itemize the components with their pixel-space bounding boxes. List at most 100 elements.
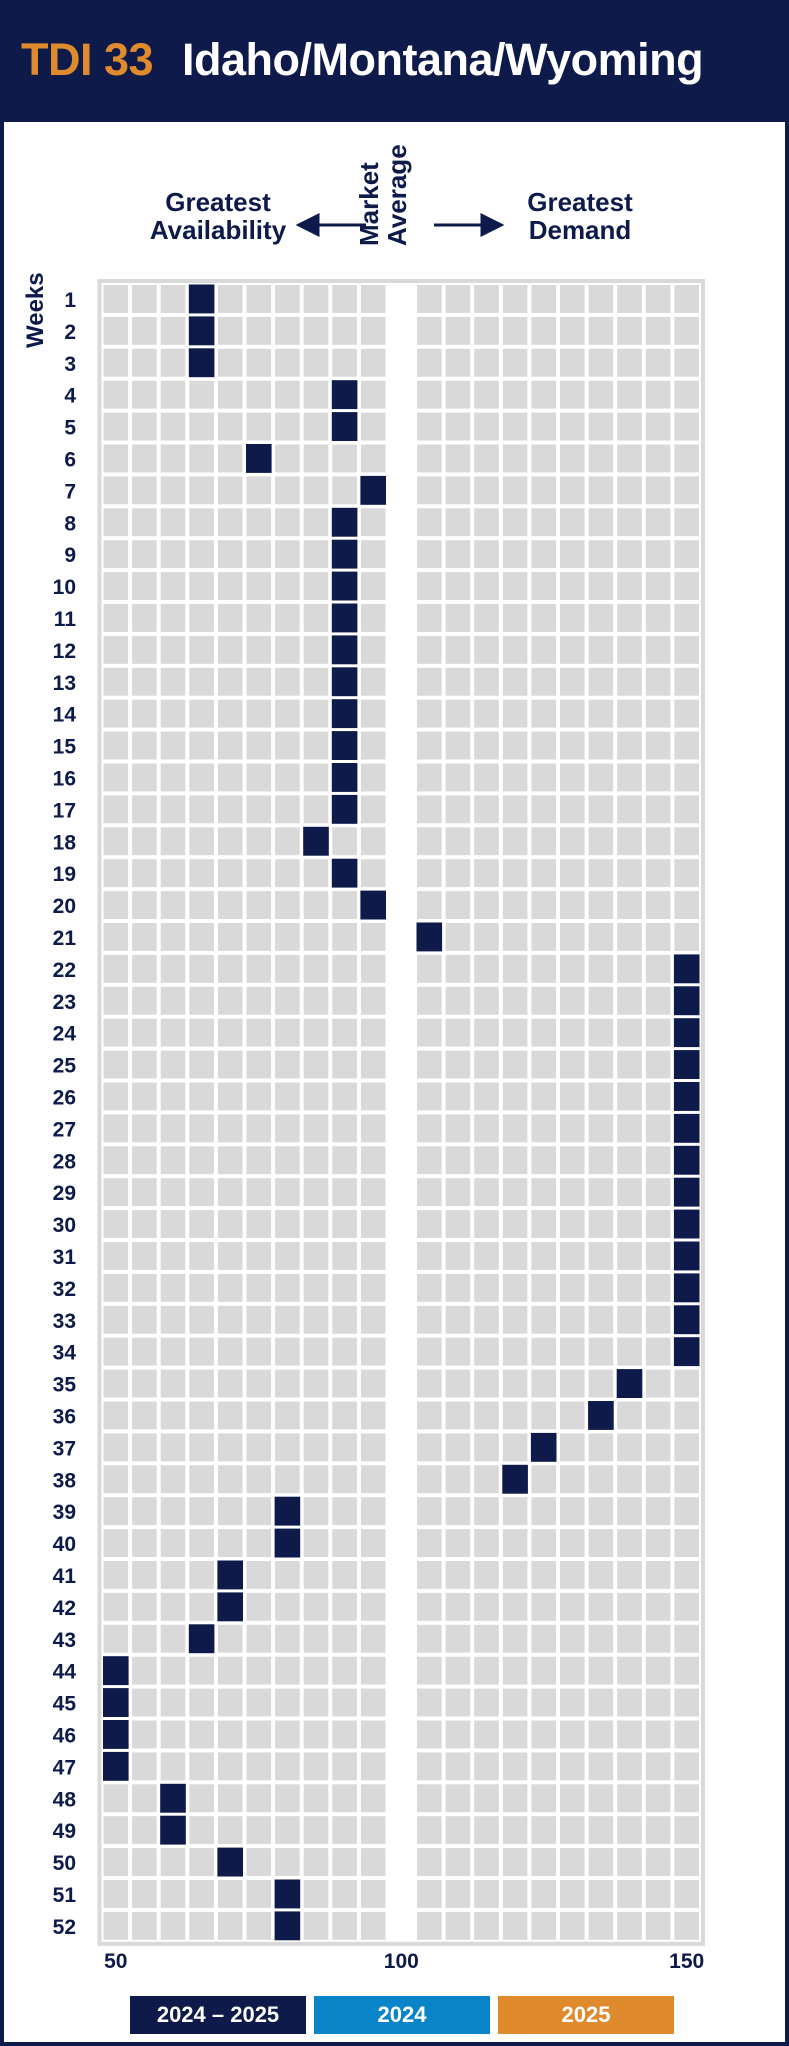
grid-cell: [417, 444, 442, 473]
grid-cell: [217, 1114, 243, 1143]
week-tick-label: 35: [53, 1374, 77, 1397]
grid-cell: [674, 572, 699, 600]
grid-cell: [132, 1688, 157, 1717]
grid-cell: [588, 1688, 614, 1717]
grid-cell: [189, 1273, 214, 1302]
grid-cell: [417, 285, 442, 313]
grid-cell: [332, 923, 357, 951]
week-tick-label: 46: [53, 1725, 76, 1748]
grid-cell: [189, 667, 214, 696]
grid-cell: [417, 1433, 442, 1462]
grid-cell: [474, 476, 499, 505]
grid-cell: [588, 795, 614, 824]
week-tick-label: 17: [53, 799, 76, 822]
grid-cell: [560, 1146, 585, 1175]
grid-cell: [474, 954, 499, 983]
grid-cell: [246, 285, 272, 313]
grid-cell: [474, 1114, 499, 1143]
grid-cell: [531, 1082, 556, 1111]
grid-cell: [103, 604, 129, 632]
grid-cell: [132, 1465, 157, 1494]
week-marker: [331, 731, 358, 760]
grid-cell: [531, 1210, 556, 1238]
grid-cell: [645, 1146, 671, 1175]
grid-cell: [674, 1816, 699, 1845]
grid-cell: [588, 1752, 614, 1781]
grid-cell: [560, 954, 585, 983]
grid-cell: [132, 731, 157, 760]
grid-cell: [189, 604, 214, 632]
grid-cell: [217, 827, 243, 856]
grid-cell: [417, 1656, 442, 1685]
grid-cell: [132, 1401, 157, 1430]
grid-cell: [103, 1497, 129, 1526]
week-marker: [331, 571, 358, 601]
grid-cell: [417, 986, 442, 1015]
grid-cell: [417, 348, 442, 377]
grid-cell: [445, 1656, 471, 1685]
grid-cell: [445, 1880, 471, 1908]
grid-cell: [445, 285, 471, 313]
week-tick-label: 45: [53, 1693, 77, 1716]
week-marker: [331, 763, 358, 792]
grid-cell: [189, 1497, 214, 1526]
grid-cell: [674, 1848, 699, 1876]
grid-cell: [588, 1816, 614, 1845]
grid-cell: [560, 1465, 585, 1494]
grid-cell: [332, 1752, 357, 1781]
grid-cell: [531, 348, 556, 377]
grid-cell: [246, 1465, 272, 1494]
grid-cell: [217, 1497, 243, 1526]
grid-cell: [560, 891, 585, 919]
grid-cell: [303, 1848, 329, 1876]
grid-cell: [645, 508, 671, 537]
grid-cell: [560, 444, 585, 473]
grid-cell: [645, 444, 671, 473]
grid-cell: [160, 412, 186, 441]
grid-cell: [246, 1816, 272, 1845]
grid-cell: [417, 476, 442, 505]
grid-cell: [474, 1911, 499, 1940]
week-tick-label: 16: [53, 768, 76, 791]
grid-cell: [303, 1816, 329, 1845]
week-tick-label: 48: [53, 1788, 77, 1811]
grid-cell: [303, 1082, 329, 1111]
grid-cell: [445, 986, 471, 1015]
grid-cell: [189, 827, 214, 856]
grid-cell: [217, 1784, 243, 1813]
grid-cell: [303, 380, 329, 409]
grid-cell: [189, 1592, 214, 1621]
grid-cell: [417, 1210, 442, 1238]
grid-cell: [246, 1178, 272, 1207]
grid-cell: [217, 1880, 243, 1908]
grid-cell: [617, 1688, 642, 1717]
grid-cell: [303, 1114, 329, 1143]
grid-cell: [674, 380, 699, 409]
grid-cell: [417, 1465, 442, 1494]
grid-cell: [246, 540, 272, 569]
grid-cell: [445, 859, 471, 888]
grid-cell: [360, 412, 386, 441]
week-marker: [673, 1113, 700, 1143]
grid-cell: [217, 444, 243, 473]
grid-cell: [617, 1050, 642, 1079]
grid-cell: [332, 1369, 357, 1398]
week-marker: [673, 1177, 700, 1207]
grid-cell: [160, 1401, 186, 1430]
grid-cell: [360, 986, 386, 1015]
grid-cell: [246, 1720, 272, 1749]
grid-cell: [531, 923, 556, 951]
grid-cell: [588, 1082, 614, 1111]
grid-cell: [217, 412, 243, 441]
grid-cell: [474, 1720, 499, 1749]
grid-cell: [332, 1178, 357, 1207]
grid-cell: [275, 1752, 300, 1781]
grid-cell: [645, 572, 671, 600]
grid-cell: [103, 1433, 129, 1462]
week-tick-label: 40: [53, 1533, 76, 1556]
grid-cell: [417, 572, 442, 600]
week-tick-label: 38: [53, 1469, 77, 1492]
grid-cell: [332, 1816, 357, 1845]
grid-cell: [674, 1592, 699, 1621]
week-tick-label: 41: [53, 1565, 77, 1588]
